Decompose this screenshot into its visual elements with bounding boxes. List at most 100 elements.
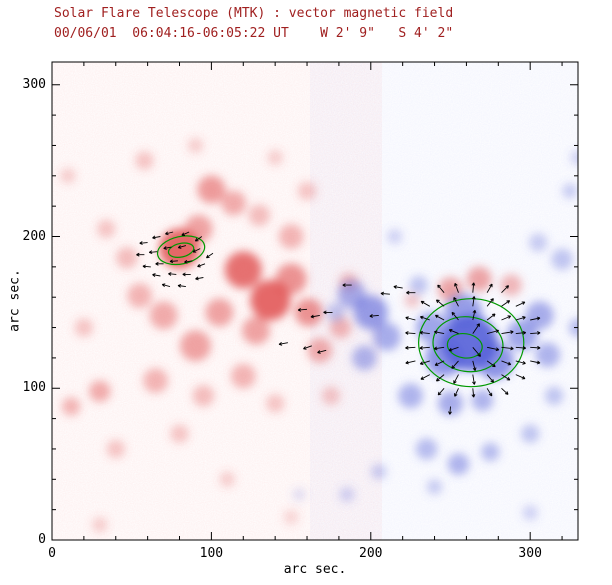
field-vector-arrow bbox=[342, 283, 352, 287]
field-vector-arrow bbox=[142, 264, 151, 269]
field-vector-arrow bbox=[182, 272, 191, 277]
field-vector-arrow bbox=[501, 300, 511, 307]
y-tick-label: 300 bbox=[22, 76, 46, 92]
field-vector-arrow bbox=[437, 284, 445, 293]
blue-blob bbox=[292, 488, 306, 501]
blue-blob bbox=[471, 389, 494, 412]
field-vector-arrow bbox=[486, 313, 496, 321]
blue-blob bbox=[337, 280, 366, 309]
blue-blob bbox=[352, 345, 377, 371]
plot-axes bbox=[51, 61, 579, 541]
field-vector-arrow bbox=[435, 299, 445, 307]
field-vector-arrow bbox=[278, 341, 288, 346]
red-blob bbox=[297, 181, 317, 201]
chart-title: Solar Flare Telescope (MTK) : vector mag… bbox=[54, 6, 454, 21]
blue-blob bbox=[535, 342, 561, 368]
red-blob bbox=[116, 246, 138, 269]
red-blob bbox=[248, 204, 270, 227]
field-vector-arrow bbox=[177, 283, 186, 288]
red-blob bbox=[294, 298, 323, 327]
field-vector-arrow bbox=[501, 346, 514, 351]
field-vector-arrow bbox=[486, 360, 496, 368]
field-vector-arrow bbox=[420, 374, 431, 380]
blue-blob bbox=[326, 303, 346, 322]
blue-blob bbox=[520, 424, 540, 444]
negative-polarity-blobs bbox=[292, 149, 578, 521]
field-vector-arrow bbox=[471, 282, 476, 293]
field-vector-arrow bbox=[155, 261, 164, 266]
field-vector-arrow bbox=[448, 346, 459, 352]
plot-frame bbox=[51, 61, 579, 541]
field-vector-arrow bbox=[433, 346, 445, 351]
field-vector-arrow bbox=[420, 300, 431, 307]
blue-blob bbox=[522, 504, 538, 521]
red-blob bbox=[278, 224, 304, 249]
field-vector-arrow bbox=[194, 236, 203, 242]
field-vector-arrow bbox=[515, 316, 526, 321]
field-vector-arrow bbox=[501, 387, 509, 395]
field-vector-arrow bbox=[451, 360, 459, 369]
red-blob bbox=[60, 168, 76, 184]
field-vector-arrow bbox=[486, 298, 494, 307]
red-blob bbox=[180, 330, 211, 362]
red-blob bbox=[187, 137, 204, 154]
blue-blob bbox=[506, 319, 538, 351]
blue-blob bbox=[371, 463, 387, 480]
blue-blob bbox=[372, 322, 401, 351]
red-blob bbox=[61, 397, 81, 416]
field-contour bbox=[167, 242, 195, 258]
red-blob bbox=[275, 263, 307, 295]
field-vector-arrow bbox=[515, 360, 526, 365]
red-blob bbox=[192, 385, 215, 407]
blue-blob bbox=[528, 233, 548, 252]
field-vector-arrow bbox=[181, 231, 190, 236]
field-vector-arrow bbox=[501, 374, 511, 381]
blue-blob bbox=[415, 312, 447, 344]
field-vector-arrow bbox=[169, 259, 178, 264]
field-vector-arrow bbox=[454, 388, 459, 397]
blue-blob bbox=[426, 479, 443, 495]
field-contour bbox=[446, 332, 483, 359]
red-blob bbox=[329, 316, 352, 339]
positive-polarity-blobs bbox=[60, 137, 522, 533]
blue-blob bbox=[525, 301, 554, 330]
blue-blob bbox=[386, 228, 403, 245]
field-vector-arrow bbox=[471, 388, 476, 398]
field-vector-arrow bbox=[419, 330, 430, 335]
field-vector-arrow bbox=[419, 346, 430, 350]
field-vector-arrow bbox=[152, 235, 161, 240]
x-axis-label: arc sec. bbox=[283, 562, 347, 577]
field-vector-arrow bbox=[515, 374, 526, 380]
field-vector-arrow bbox=[405, 331, 416, 335]
x-tick-label: 300 bbox=[518, 546, 542, 561]
field-vector-arrow bbox=[148, 250, 158, 255]
field-vector-arrow bbox=[530, 345, 541, 350]
red-blob bbox=[265, 394, 285, 413]
blue-blob bbox=[398, 383, 423, 409]
field-vector-arrow bbox=[168, 272, 177, 276]
field-vector-arrow bbox=[419, 315, 430, 321]
red-blob bbox=[89, 380, 111, 403]
field-vector-arrow bbox=[515, 330, 527, 335]
field-vector-arrow bbox=[434, 330, 445, 335]
blue-blob bbox=[568, 318, 578, 337]
blue-blob bbox=[409, 275, 428, 295]
blue-blob bbox=[353, 295, 388, 330]
red-blob bbox=[321, 386, 341, 406]
field-vector-arrow bbox=[471, 296, 476, 307]
y-tick-label: 200 bbox=[22, 228, 46, 244]
field-vector-arrow bbox=[405, 316, 416, 321]
field-vector-arrow bbox=[486, 329, 500, 335]
red-blob bbox=[149, 301, 178, 330]
field-vector-arrow bbox=[192, 248, 201, 253]
field-vector-arrow bbox=[448, 406, 452, 415]
field-vector-arrow bbox=[405, 345, 416, 350]
y-tick-label: 100 bbox=[22, 380, 46, 396]
x-tick-label: 0 bbox=[48, 546, 56, 561]
field-vector-arrow bbox=[454, 282, 459, 293]
field-vector-arrow bbox=[530, 316, 541, 321]
red-blob bbox=[404, 292, 421, 309]
blue-blob bbox=[415, 438, 438, 460]
x-tick-label: 100 bbox=[199, 546, 224, 561]
